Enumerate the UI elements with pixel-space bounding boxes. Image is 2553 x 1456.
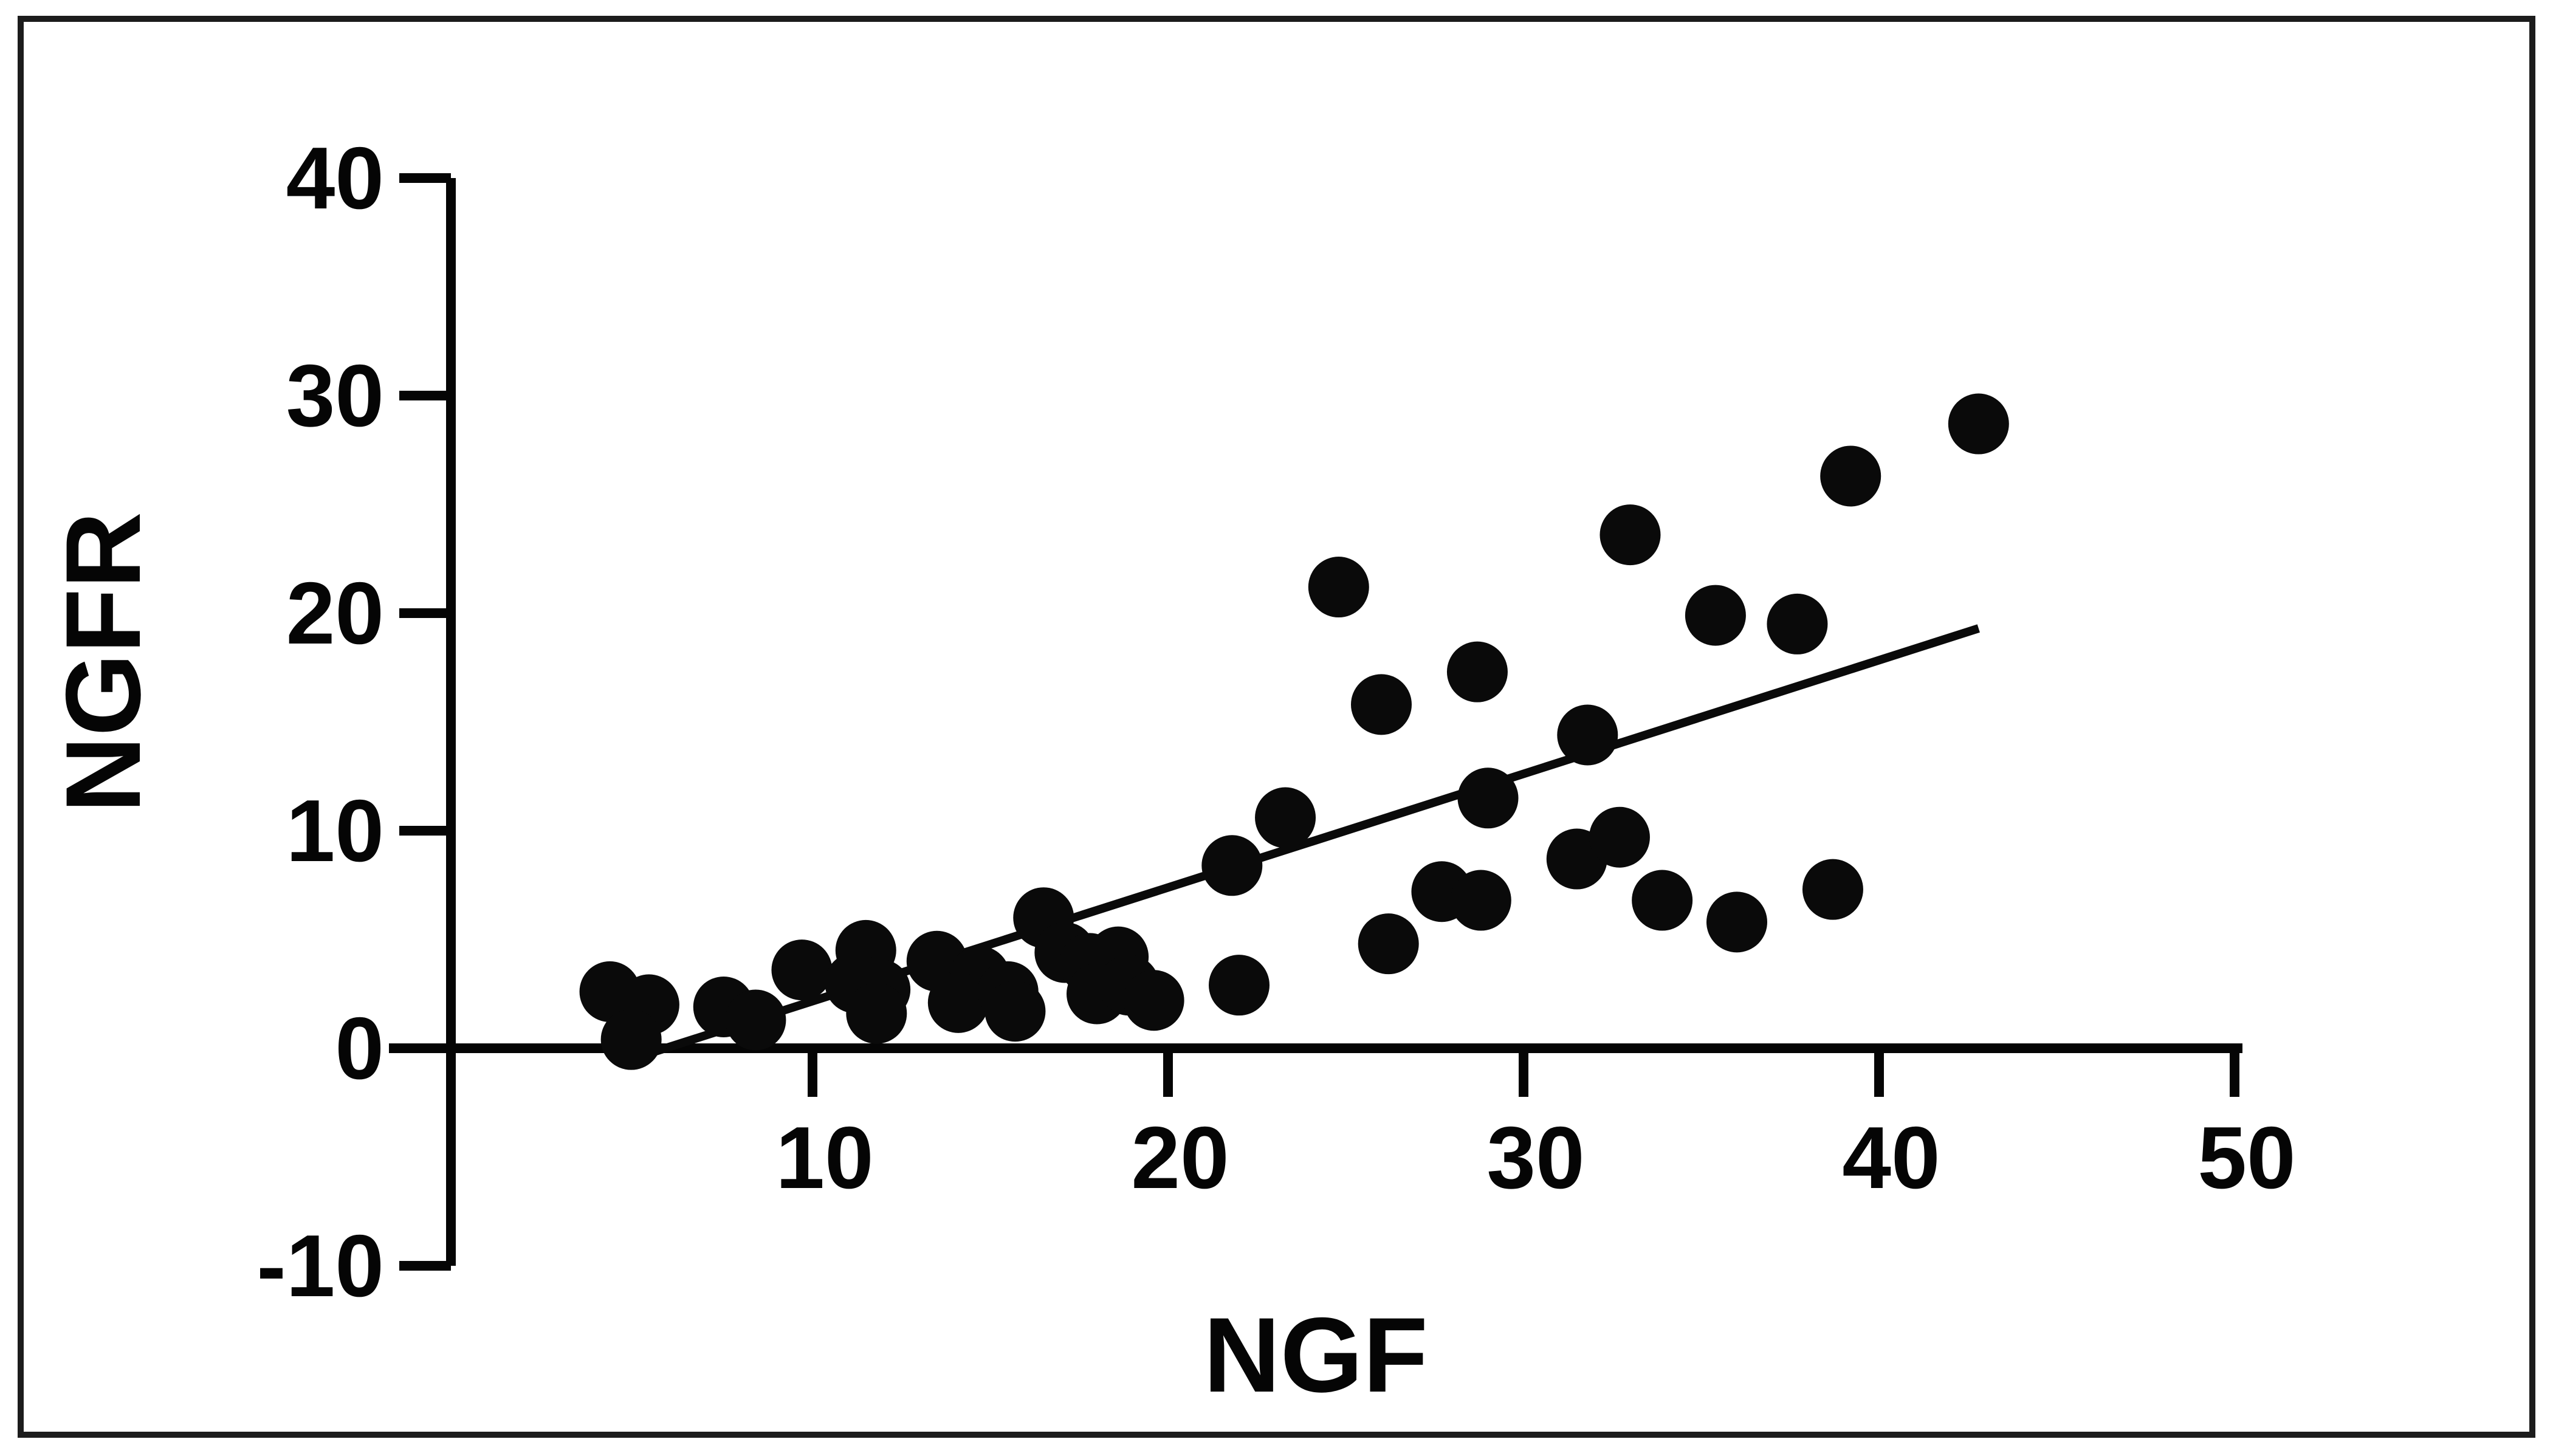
x-tick-label: 10	[775, 1108, 873, 1207]
data-point	[725, 989, 786, 1051]
x-tick-label: 40	[1842, 1108, 1940, 1207]
scatter-points	[579, 393, 2009, 1070]
data-point	[846, 983, 907, 1044]
data-point	[1632, 870, 1693, 931]
y-tick-label: -10	[256, 1217, 384, 1315]
tick-labels: 40 30 20 10 0 -10 10 20 30 40 50	[256, 129, 2295, 1315]
data-point	[1209, 955, 1270, 1016]
data-point	[1351, 674, 1412, 735]
axes	[389, 173, 2242, 1271]
data-point	[927, 972, 989, 1033]
y-tick-label: 0	[335, 999, 384, 1097]
x-axis-title: NGF	[1203, 1296, 1428, 1415]
data-point	[1457, 767, 1519, 829]
data-point	[1589, 806, 1650, 868]
data-point	[1767, 593, 1828, 654]
data-point	[1123, 970, 1184, 1031]
data-point	[1201, 835, 1263, 896]
data-point	[1599, 504, 1661, 566]
data-point	[1948, 393, 2009, 455]
data-point	[1706, 891, 1767, 953]
data-point	[1802, 859, 1863, 920]
y-tick-label: 20	[286, 564, 384, 662]
x-tick-label: 30	[1486, 1108, 1584, 1207]
x-tick-label: 20	[1131, 1108, 1229, 1207]
data-point	[1446, 641, 1508, 702]
data-point	[1308, 557, 1369, 618]
data-point	[1557, 704, 1618, 766]
data-point	[1820, 445, 1881, 507]
data-point	[600, 1009, 662, 1070]
x-tick-label: 50	[2197, 1108, 2295, 1207]
y-tick-label: 10	[286, 781, 384, 880]
figure-border	[18, 16, 2535, 1438]
data-point	[1450, 870, 1511, 931]
data-point	[984, 981, 1046, 1042]
y-tick-label: 30	[286, 346, 384, 445]
data-point	[1358, 913, 1419, 975]
y-tick-label: 40	[286, 129, 384, 227]
data-point	[771, 939, 833, 1001]
y-axis-title: NGFR	[44, 512, 163, 813]
data-point	[1255, 787, 1316, 848]
data-point	[1685, 585, 1746, 646]
